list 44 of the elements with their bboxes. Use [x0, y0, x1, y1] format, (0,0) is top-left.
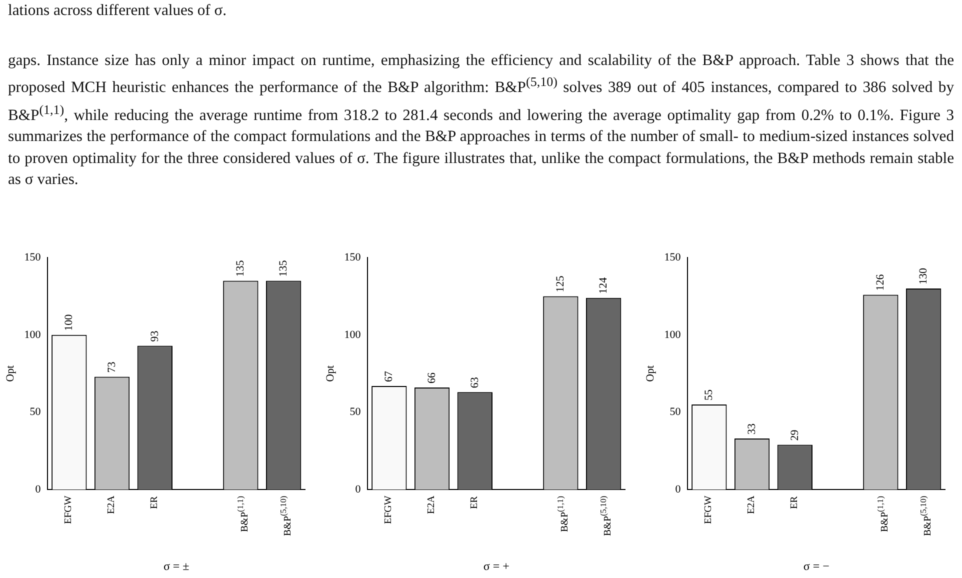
data-label: 93: [148, 330, 161, 342]
x-tick-label: EFGW: [63, 496, 76, 526]
data-label: 126: [874, 274, 887, 291]
y-tick-label: 50: [30, 406, 42, 418]
y-tick-label: 0: [355, 483, 362, 496]
y-tick-label: 100: [664, 328, 682, 341]
data-label: 135: [277, 260, 290, 277]
y-tick-label: 150: [344, 251, 362, 264]
x-tick-label: ER: [468, 496, 481, 511]
x-axis-title: σ = +: [483, 558, 510, 573]
y-tick-label: 100: [344, 328, 362, 341]
data-label: 55: [703, 389, 716, 401]
x-tick-label: E2A: [746, 496, 758, 516]
data-label: 29: [788, 429, 801, 441]
y-axis-title: Opt: [324, 365, 336, 382]
y-axis-title: Opt: [644, 365, 656, 382]
text: lations across different values of σ.: [8, 1, 228, 21]
text: gaps. Instance size has only a minor impact on runtime, emphasizing the efficiency and scalability of the B&P approach. Table 3 shows that the proposed MCH heuristic enhances the performance of the B&P algorithm: B&P$^{(5,10)}$ solves 389 out of 405 instances, compared to 386 solved by B&P$^{(1,1)}$, while reducing the average runtime from 318.2 to 281.4 seconds and lowering the average optimality gap from 0.2% to 0.1%. Figure 3 summarizes the performance of the compact formulations and the B&P approaches in terms of the number of small- to medium-sized instances solved to proven optimality for the three considered values of σ. The figure illustrates that, unlike the compact formulations, the B&P methods remain stable as σ varies.: [8, 52, 954, 188]
x-tick-label: ER: [148, 496, 161, 511]
x-axis-title: σ = −: [803, 558, 830, 573]
data-label: 66: [426, 372, 438, 384]
data-label: 135: [234, 260, 247, 277]
x-axis-title: σ = ±: [163, 558, 190, 573]
data-label: 73: [106, 361, 118, 373]
y-tick-label: 150: [24, 251, 42, 264]
data-label: 100: [63, 314, 76, 331]
data-label: 130: [917, 268, 930, 285]
x-tick-label: EFGW: [703, 496, 716, 526]
data-label: 124: [597, 276, 610, 294]
x-tick-label: ER: [788, 496, 801, 511]
y-tick-label: 100: [24, 328, 42, 341]
y-tick-label: 0: [675, 483, 682, 496]
data-label: 63: [468, 376, 481, 388]
data-label: 33: [746, 423, 758, 435]
y-tick-label: 50: [350, 406, 362, 418]
y-tick-label: 150: [664, 251, 682, 264]
data-label: 67: [383, 370, 396, 382]
y-axis-title: Opt: [4, 365, 16, 382]
y-tick-label: 50: [670, 406, 682, 418]
x-tick-label: E2A: [426, 496, 438, 516]
data-label: 125: [554, 275, 567, 292]
y-tick-label: 0: [35, 483, 42, 496]
x-tick-label: E2A: [106, 496, 118, 516]
x-tick-label: EFGW: [383, 496, 396, 526]
